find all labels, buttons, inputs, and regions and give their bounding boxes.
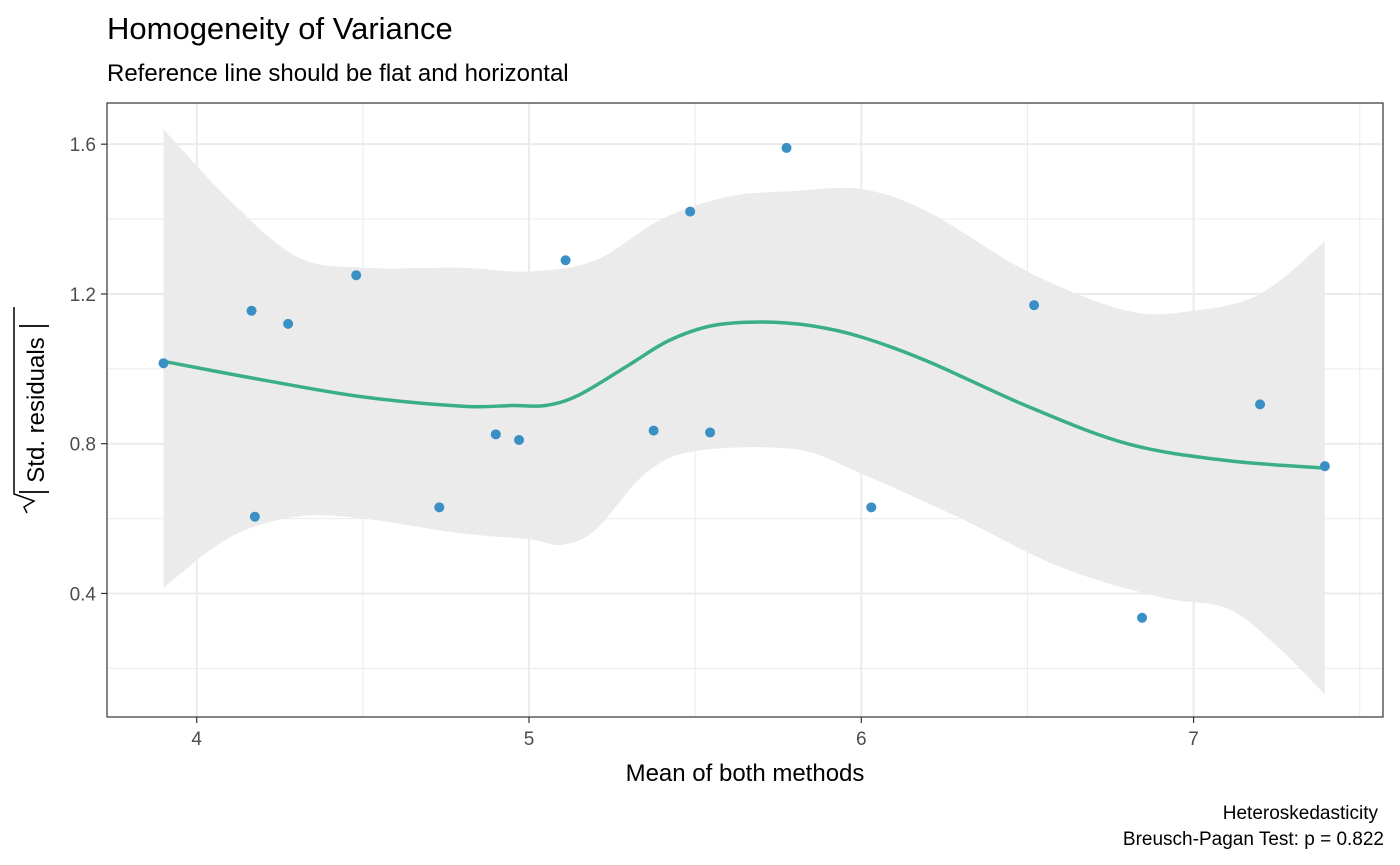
data-point [1319,461,1330,472]
x-axis: 4 5 6 7 [191,717,1199,750]
panel-border [106,102,1384,718]
x-axis-title: Mean of both methods [626,760,865,787]
data-point [1029,300,1040,311]
chart-title: Homogeneity of Variance [107,11,453,46]
x-tick-label: 4 [191,729,202,750]
data-point [1137,612,1148,623]
chart-subtitle: Reference line should be flat and horizo… [107,60,569,87]
data-point [560,255,571,266]
data-points [158,142,1330,623]
data-point [490,429,501,440]
data-point [1255,399,1266,410]
x-tick-label: 6 [856,729,867,750]
caption-line-2: Breusch-Pagan Test: p = 0.822 [1123,829,1384,850]
data-point [434,502,445,513]
y-axis-title-group: Std. residuals [13,307,50,514]
caption-line-1: Heteroskedasticity [1223,803,1379,824]
data-point [249,511,260,522]
data-point [514,434,525,445]
data-point [246,305,257,316]
y-tick-label: 1.6 [70,135,96,156]
data-point [283,318,294,329]
data-point [351,270,362,281]
x-tick-label: 7 [1188,729,1199,750]
data-point [648,425,659,436]
smooth-line [163,320,1325,470]
y-axis: 0.4 0.8 1.2 1.6 [70,135,107,605]
y-tick-label: 0.8 [70,435,96,456]
data-point [781,142,792,153]
y-tick-label: 0.4 [70,584,97,605]
x-tick-label: 5 [524,729,535,750]
y-tick-label: 1.2 [70,285,96,306]
data-point [685,206,696,217]
data-point [866,502,877,513]
confidence-band [163,129,1325,695]
data-point [705,427,716,438]
data-point [158,358,169,369]
y-axis-title: Std. residuals [23,337,50,482]
sqrt-symbol [13,307,36,514]
